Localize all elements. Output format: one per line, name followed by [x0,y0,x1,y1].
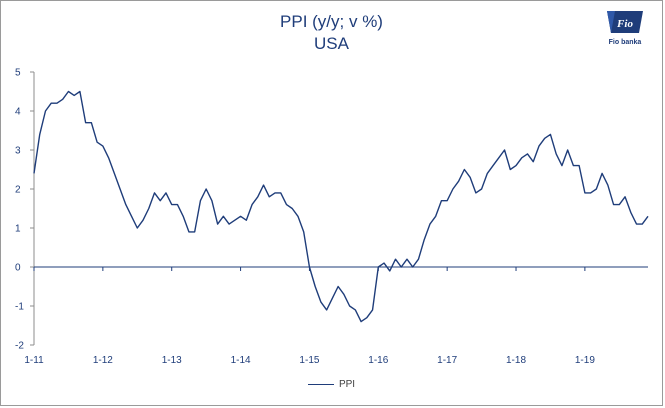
legend-swatch-ppi [307,384,334,385]
x-tick-label: 1-17 [437,355,457,366]
chart-title-block: PPI (y/y; v %) USA [1,11,662,55]
series-line-ppi [33,90,649,323]
y-tick-label: 2 [15,185,21,196]
chart-subtitle: USA [314,34,349,53]
fio-banka-logo: Fio Fio banka [601,9,649,49]
x-tick-label: 1-19 [575,355,595,366]
series-layer [33,90,649,323]
y-tick-label: -2 [15,341,24,352]
x-tick-label: 1-14 [231,355,251,366]
logo-mark-text: Fio [616,18,633,30]
y-tick-label: 3 [15,146,21,157]
x-tick-label: 1-11 [24,355,44,366]
y-tick-label: 5 [15,68,21,79]
logo-text: Fio banka [608,39,642,46]
x-axis: 1-11 1-12 1-13 1-14 1-15 1-16 1-17 1-18 1-19 [24,266,648,366]
chart-title: PPI (y/y; v %) [280,12,383,31]
y-tick-label: -1 [15,302,24,313]
y-tick-label: 4 [15,107,21,118]
y-tick-label: 0 [15,263,21,274]
x-tick-label: 1-13 [162,355,182,366]
y-axis: 5 4 3 2 1 0 -1 -2 [15,68,35,352]
legend-label-ppi: PPI [338,379,356,390]
x-tick-label: 1-15 [299,355,319,366]
x-tick-label: 1-16 [368,355,388,366]
x-tick-label: 1-18 [506,355,526,366]
x-tick-label: 1-12 [93,355,113,366]
y-tick-label: 1 [15,224,21,235]
legend: PPI [1,379,662,390]
fio-logo-mark-icon: Fio [607,11,643,33]
